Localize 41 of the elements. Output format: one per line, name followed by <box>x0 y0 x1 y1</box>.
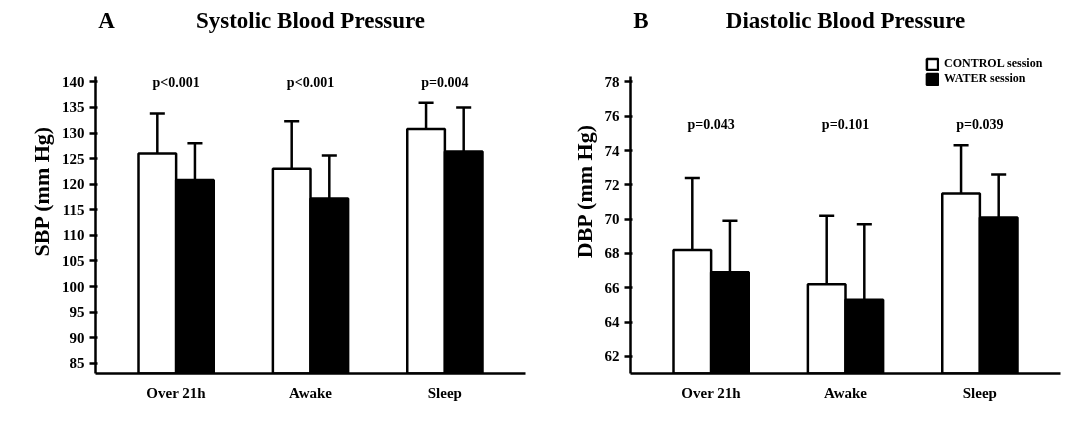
x-tick-label: Sleep <box>962 384 997 401</box>
y-tick-label: 110 <box>62 227 85 244</box>
x-tick-label: Awake <box>823 384 868 401</box>
y-tick-label: 125 <box>62 150 85 167</box>
y-tick-label: 62 <box>604 348 620 365</box>
x-tick-label: Awake <box>288 384 333 401</box>
text: A <box>98 7 116 33</box>
annotation: p=0.004 <box>421 74 469 90</box>
y-tick-label: 76 <box>604 108 620 125</box>
y-tick-label: 100 <box>62 278 85 295</box>
chart-title: Systolic Blood Pressure <box>195 7 426 33</box>
y-tick-label: 140 <box>62 73 85 90</box>
annotation: p<0.001 <box>286 74 335 90</box>
y-tick-label: 68 <box>604 245 620 262</box>
y-tick-label: 64 <box>604 314 620 331</box>
y-tick-label: 135 <box>62 99 85 116</box>
annotation: p=0.039 <box>956 117 1004 133</box>
y-tick-label: 115 <box>62 201 85 218</box>
x-tick-label: Over 21h <box>146 384 207 401</box>
chart-title: Diastolic Blood Pressure <box>725 7 966 33</box>
y-tick-label: 74 <box>604 142 620 159</box>
y-tick-label: 66 <box>604 279 620 296</box>
y-tick-label: 78 <box>604 73 620 90</box>
legend-label: CONTROL session <box>944 56 1043 71</box>
y-tick-label: 120 <box>62 176 85 193</box>
annotation: p<0.001 <box>152 74 200 90</box>
annotation: p=0.101 <box>821 117 870 133</box>
y-tick-label: 95 <box>69 304 85 321</box>
y-tick-label: 130 <box>62 125 85 142</box>
text: B <box>633 7 649 33</box>
y-tick-label: 85 <box>69 355 85 372</box>
x-tick-label: Over 21h <box>681 384 742 401</box>
y-tick-label: 90 <box>69 329 85 346</box>
y-axis-title: DBP (mm Hg) <box>571 125 597 259</box>
y-tick-label: 72 <box>604 176 620 193</box>
x-tick-label: Sleep <box>427 384 462 401</box>
legend-label: WATER session <box>944 71 1026 86</box>
y-tick-label: 105 <box>62 252 85 269</box>
y-tick-label: 70 <box>604 211 620 228</box>
y-axis-title: SBP (mm Hg) <box>29 126 54 257</box>
annotation: p=0.043 <box>687 117 735 133</box>
